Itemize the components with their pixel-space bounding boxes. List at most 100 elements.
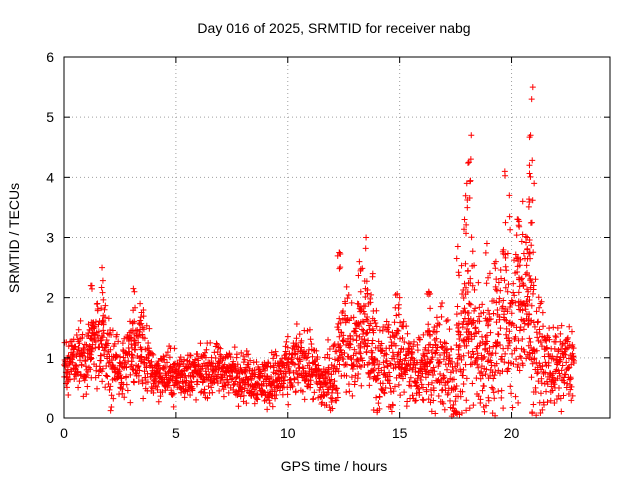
y-tick-label: 4	[46, 169, 54, 185]
data-point	[344, 295, 351, 302]
data-point	[336, 361, 343, 368]
data-point	[135, 372, 142, 379]
data-point	[463, 230, 470, 237]
data-point	[193, 396, 200, 403]
data-point	[566, 323, 573, 330]
data-point	[550, 324, 557, 331]
data-point	[467, 301, 474, 308]
data-point	[271, 388, 278, 395]
data-point	[538, 380, 545, 387]
data-point	[233, 351, 240, 358]
data-point	[140, 313, 147, 320]
data-point	[386, 380, 393, 387]
data-point	[486, 316, 493, 323]
data-point	[387, 389, 394, 396]
data-point	[557, 358, 564, 365]
data-point	[562, 351, 569, 358]
data-point	[516, 327, 523, 334]
data-point	[481, 408, 488, 415]
data-point	[265, 360, 272, 367]
data-point	[516, 367, 523, 374]
data-point	[498, 387, 505, 394]
data-point	[355, 272, 362, 279]
data-point	[460, 372, 467, 379]
data-point	[529, 197, 536, 204]
data-point	[287, 367, 294, 374]
data-point	[140, 326, 147, 333]
data-point	[560, 392, 567, 399]
data-point	[428, 408, 435, 415]
data-point	[497, 267, 504, 274]
data-point	[563, 359, 570, 366]
data-point	[97, 337, 104, 344]
data-point	[92, 344, 99, 351]
data-point	[501, 359, 508, 366]
data-point	[551, 345, 558, 352]
data-point	[88, 332, 95, 339]
data-point	[481, 353, 488, 360]
data-point	[558, 367, 565, 374]
data-point	[214, 375, 221, 382]
data-point	[485, 307, 492, 314]
data-point	[285, 401, 292, 408]
data-point	[166, 354, 173, 361]
data-point	[284, 344, 291, 351]
data-point	[240, 392, 247, 399]
data-point	[108, 392, 115, 399]
data-point	[131, 346, 138, 353]
data-point	[491, 372, 498, 379]
data-point	[237, 364, 244, 371]
data-point	[403, 323, 410, 330]
data-point	[499, 356, 506, 363]
data-point	[311, 389, 318, 396]
data-point	[336, 315, 343, 322]
data-point	[568, 328, 575, 335]
data-point	[350, 314, 357, 321]
data-point	[493, 276, 500, 283]
data-point	[270, 364, 277, 371]
data-point	[460, 381, 467, 388]
data-point	[438, 313, 445, 320]
data-point	[117, 353, 124, 360]
data-point	[453, 311, 460, 318]
data-point	[472, 305, 479, 312]
data-point	[239, 388, 246, 395]
data-point	[559, 362, 566, 369]
data-point	[77, 357, 84, 364]
data-point	[565, 365, 572, 372]
data-point	[348, 299, 355, 306]
data-point	[150, 351, 157, 358]
data-point	[520, 250, 527, 257]
data-point	[478, 310, 485, 317]
data-point	[430, 397, 437, 404]
data-point	[390, 388, 397, 395]
data-point	[453, 255, 460, 262]
data-point	[467, 316, 474, 323]
data-point	[570, 353, 577, 360]
data-point	[502, 172, 509, 179]
data-point	[563, 384, 570, 391]
data-point	[333, 348, 340, 355]
data-point	[347, 354, 354, 361]
data-point	[378, 340, 385, 347]
data-point	[419, 384, 426, 391]
data-point	[518, 238, 525, 245]
data-point	[349, 392, 356, 399]
data-point	[541, 401, 548, 408]
data-point	[528, 302, 535, 309]
data-point	[345, 381, 352, 388]
data-point	[445, 390, 452, 397]
data-point	[216, 387, 223, 394]
data-point	[233, 374, 240, 381]
data-point	[528, 279, 535, 286]
data-point	[234, 392, 241, 399]
data-point	[187, 378, 194, 385]
data-point	[181, 374, 188, 381]
data-point	[414, 375, 421, 382]
data-points	[61, 84, 578, 420]
data-point	[363, 234, 370, 241]
data-point	[337, 319, 344, 326]
data-point	[370, 367, 377, 374]
data-point	[525, 250, 532, 257]
data-point	[402, 371, 409, 378]
